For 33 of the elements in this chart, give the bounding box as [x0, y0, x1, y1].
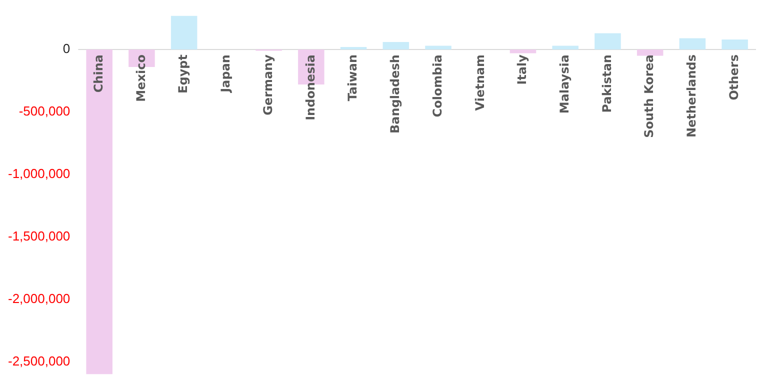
bar: [510, 50, 536, 54]
x-tick-label: Italy: [515, 54, 530, 85]
y-tick-label: -2,500,000: [8, 353, 70, 368]
x-tick-label: Taiwan: [346, 54, 360, 102]
y-tick-label: -2,000,000: [8, 290, 70, 306]
x-tick-label: Colombia: [430, 54, 444, 118]
y-tick-label: -1,500,000: [8, 228, 70, 244]
x-tick-label: Vietnam: [472, 54, 487, 111]
bar: [594, 33, 621, 50]
bar: [636, 50, 664, 56]
x-tick-label: Netherlands: [684, 54, 699, 138]
x-tick-label: China: [91, 54, 106, 93]
x-tick-label: Pakistan: [600, 54, 614, 113]
x-tick-label: Indonesia: [303, 54, 318, 120]
x-tick-label: Bangladesh: [388, 54, 402, 134]
x-tick-label: Mexico: [134, 54, 148, 102]
bar: [340, 47, 367, 50]
bar: [679, 38, 706, 50]
bar: [722, 40, 748, 50]
bar: [86, 50, 112, 374]
x-tick-label: Malaysia: [557, 54, 572, 114]
bar: [425, 46, 452, 50]
x-tick-label: Germany: [260, 54, 275, 116]
x-tick-label: Egypt: [176, 54, 190, 94]
y-tick-label: -1,000,000: [8, 166, 70, 181]
bar: [552, 46, 578, 50]
x-tick-label: South Korea: [642, 54, 656, 138]
y-tick-label: 0: [62, 41, 70, 56]
bar: [382, 42, 410, 50]
bar: [170, 16, 198, 50]
x-tick-label: Others: [726, 54, 741, 100]
x-tick-label: Japan: [218, 54, 233, 94]
y-tick-label: -500,000: [18, 104, 70, 119]
